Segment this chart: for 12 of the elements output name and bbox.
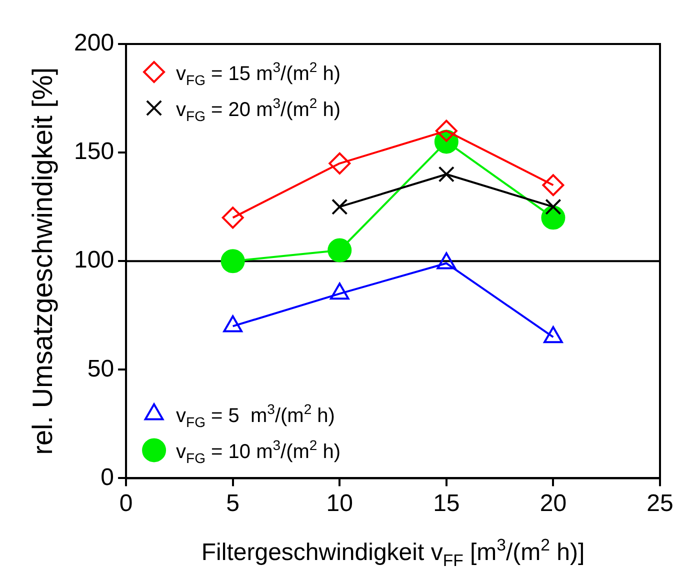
x-tick-label: 5	[226, 490, 240, 518]
x-tick-label: 10	[326, 490, 353, 518]
y-axis-title: rel. Umsatzgeschwindigkeit [%]	[27, 67, 58, 455]
x-tick-label: 20	[540, 490, 567, 518]
x-tick-label: 15	[433, 490, 460, 518]
y-tick-label: 150	[74, 138, 114, 166]
y-tick-label: 200	[74, 30, 114, 57]
y-tick-label: 0	[100, 464, 114, 491]
y-tick-label: 100	[74, 246, 114, 274]
x-tick-label: 25	[646, 490, 674, 518]
x-tick-label: 0	[119, 490, 133, 518]
y-tick-label: 50	[87, 355, 114, 382]
